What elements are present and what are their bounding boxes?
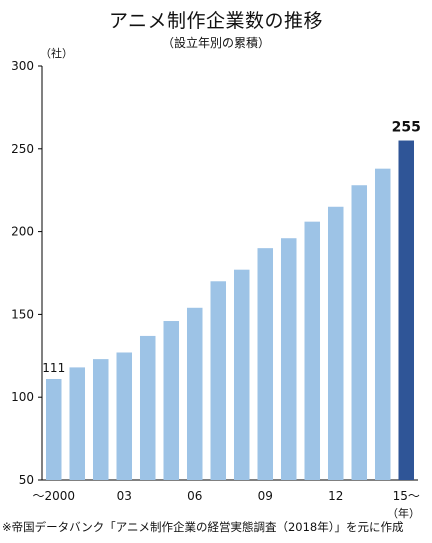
x-axis-unit-label: （年） — [387, 507, 420, 520]
chart-subtitle: （設立年別の累積） — [161, 36, 270, 50]
bar-01 — [69, 367, 86, 480]
bar-11 — [304, 221, 321, 480]
bar-04 — [139, 335, 156, 480]
bar-10 — [280, 238, 297, 480]
y-tick-label: 200 — [11, 225, 34, 239]
x-tick-label: 03 — [117, 489, 132, 503]
y-axis-unit-label: （社） — [40, 47, 73, 60]
bar-05 — [163, 321, 180, 480]
bar-12 — [327, 206, 344, 480]
y-tick-label: 100 — [11, 390, 34, 404]
bar-07 — [210, 281, 227, 480]
bar-02 — [92, 359, 109, 480]
y-tick-label: 50 — [19, 473, 34, 487]
bar-15〜 — [398, 140, 415, 480]
chart-title: アニメ制作企業数の推移 — [108, 10, 324, 32]
x-tick-label: 12 — [328, 489, 343, 503]
bar-〜2000 — [45, 378, 62, 480]
bar-06 — [186, 307, 203, 480]
bar-13 — [351, 185, 368, 480]
data-label: 111 — [42, 361, 65, 375]
x-tick-label: 09 — [258, 489, 273, 503]
x-tick-label: 〜2000 — [32, 489, 75, 503]
y-tick-label: 300 — [11, 59, 34, 73]
bar-09 — [257, 248, 274, 480]
x-tick-label: 06 — [187, 489, 202, 503]
y-tick-label: 150 — [11, 307, 34, 321]
bar-03 — [116, 352, 133, 480]
source-note: ※帝国データバンク「アニメ制作企業の経営実態調査（2018年）」を元に作成 — [2, 520, 404, 534]
data-label: 255 — [392, 120, 421, 136]
bar-08 — [233, 269, 250, 480]
y-tick-label: 250 — [11, 142, 34, 156]
bar-14 — [374, 168, 391, 480]
x-tick-label: 15〜 — [393, 489, 420, 503]
